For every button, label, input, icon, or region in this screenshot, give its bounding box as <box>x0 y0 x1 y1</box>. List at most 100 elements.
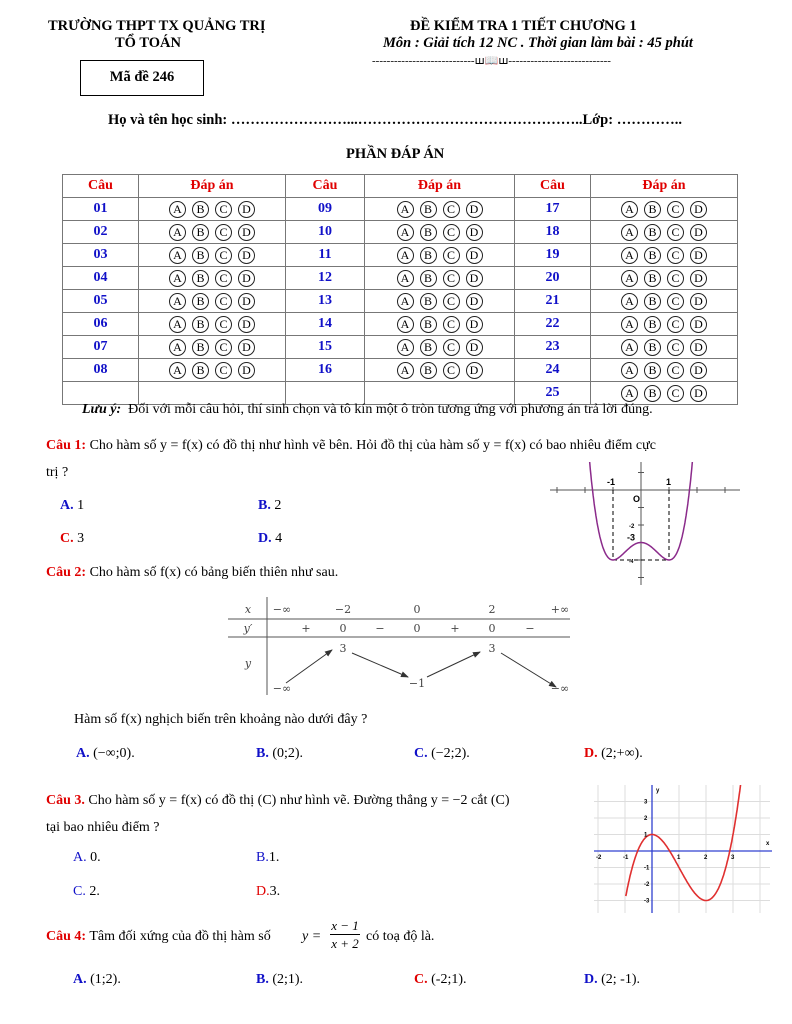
answer-bubble-d[interactable]: D <box>690 338 707 356</box>
q1-option-c[interactable]: C. 3 <box>60 531 85 546</box>
answer-bubble-b[interactable]: B <box>644 246 661 264</box>
answer-bubble-d[interactable]: D <box>690 384 707 402</box>
answer-bubble-a[interactable]: A <box>621 384 638 402</box>
answer-bubble-c[interactable]: C <box>667 223 684 241</box>
answer-bubble-a[interactable]: A <box>396 269 414 287</box>
answer-bubble-c[interactable]: C <box>215 246 232 264</box>
answer-bubble-c[interactable]: C <box>667 292 684 310</box>
answer-bubble-b[interactable]: B <box>419 223 437 241</box>
answer-bubble-d[interactable]: D <box>465 223 483 241</box>
q3-option-b[interactable]: B.1. <box>256 850 280 865</box>
answer-bubble-a[interactable]: A <box>396 200 414 218</box>
answer-bubble-b[interactable]: B <box>192 361 209 379</box>
answer-bubble-a[interactable]: A <box>169 246 186 264</box>
q1-option-a[interactable]: A. 1 <box>60 498 85 513</box>
answer-bubble-a[interactable]: A <box>169 292 186 310</box>
answer-bubble-a[interactable]: A <box>169 223 186 241</box>
q4-option-a[interactable]: A. (1;2). <box>73 972 121 987</box>
answer-bubble-b[interactable]: B <box>192 269 209 287</box>
answer-bubble-d[interactable]: D <box>690 246 707 264</box>
answer-bubble-b[interactable]: B <box>192 338 209 356</box>
answer-bubble-a[interactable]: A <box>621 223 638 241</box>
answer-bubble-b[interactable]: B <box>192 315 209 333</box>
answer-bubble-c[interactable]: C <box>667 269 684 287</box>
answer-bubble-a[interactable]: A <box>621 361 638 379</box>
answer-bubble-d[interactable]: D <box>465 315 483 333</box>
q3-option-a[interactable]: A. 0. <box>73 850 101 865</box>
answer-bubble-a[interactable]: A <box>396 292 414 310</box>
answer-bubble-c[interactable]: C <box>667 338 684 356</box>
answer-bubble-d[interactable]: D <box>238 315 255 333</box>
answer-bubble-c[interactable]: C <box>215 361 232 379</box>
answer-bubble-b[interactable]: B <box>419 338 437 356</box>
answer-bubble-b[interactable]: B <box>644 223 661 241</box>
answer-bubble-b[interactable]: B <box>644 200 661 218</box>
q4-option-c[interactable]: C. (-2;1). <box>414 972 467 987</box>
answer-bubble-b[interactable]: B <box>644 361 661 379</box>
q1-option-d[interactable]: D. 4 <box>258 531 283 546</box>
answer-bubble-d[interactable]: D <box>690 269 707 287</box>
answer-bubble-b[interactable]: B <box>192 246 209 264</box>
answer-bubble-c[interactable]: C <box>442 223 460 241</box>
answer-bubble-a[interactable]: A <box>169 269 186 287</box>
answer-bubble-d[interactable]: D <box>690 200 707 218</box>
answer-bubble-c[interactable]: C <box>215 200 232 218</box>
answer-bubble-c[interactable]: C <box>442 292 460 310</box>
answer-bubble-a[interactable]: A <box>621 292 638 310</box>
answer-bubble-d[interactable]: D <box>238 223 255 241</box>
answer-bubble-c[interactable]: C <box>215 315 232 333</box>
answer-bubble-c[interactable]: C <box>215 338 232 356</box>
answer-bubble-d[interactable]: D <box>465 338 483 356</box>
answer-bubble-c[interactable]: C <box>667 315 684 333</box>
answer-bubble-b[interactable]: B <box>192 200 209 218</box>
answer-bubble-a[interactable]: A <box>396 223 414 241</box>
answer-bubble-a[interactable]: A <box>169 315 186 333</box>
answer-bubble-c[interactable]: C <box>215 269 232 287</box>
answer-bubble-d[interactable]: D <box>465 269 483 287</box>
answer-bubble-d[interactable]: D <box>465 292 483 310</box>
answer-bubble-a[interactable]: A <box>169 361 186 379</box>
answer-bubble-b[interactable]: B <box>644 315 661 333</box>
answer-bubble-b[interactable]: B <box>419 292 437 310</box>
answer-bubble-c[interactable]: C <box>667 246 684 264</box>
answer-bubble-c[interactable]: C <box>442 200 460 218</box>
answer-bubble-b[interactable]: B <box>419 361 437 379</box>
answer-bubble-d[interactable]: D <box>238 361 255 379</box>
answer-bubble-c[interactable]: C <box>442 315 460 333</box>
answer-bubble-b[interactable]: B <box>419 315 437 333</box>
answer-bubble-c[interactable]: C <box>667 361 684 379</box>
answer-bubble-d[interactable]: D <box>465 361 483 379</box>
answer-bubble-a[interactable]: A <box>621 315 638 333</box>
answer-bubble-b[interactable]: B <box>644 292 661 310</box>
answer-bubble-a[interactable]: A <box>621 200 638 218</box>
answer-bubble-c[interactable]: C <box>215 292 232 310</box>
answer-bubble-d[interactable]: D <box>690 315 707 333</box>
answer-bubble-a[interactable]: A <box>621 338 638 356</box>
answer-bubble-a[interactable]: A <box>396 338 414 356</box>
answer-bubble-d[interactable]: D <box>238 246 255 264</box>
q2-option-c[interactable]: C. (−2;2). <box>414 746 470 761</box>
answer-bubble-c[interactable]: C <box>667 200 684 218</box>
answer-bubble-a[interactable]: A <box>396 361 414 379</box>
answer-bubble-d[interactable]: D <box>465 246 483 264</box>
answer-bubble-b[interactable]: B <box>192 292 209 310</box>
answer-bubble-b[interactable]: B <box>644 338 661 356</box>
answer-bubble-b[interactable]: B <box>644 269 661 287</box>
q3-option-d[interactable]: D.3. <box>256 884 281 899</box>
answer-bubble-c[interactable]: C <box>442 269 460 287</box>
answer-bubble-b[interactable]: B <box>419 246 437 264</box>
answer-bubble-d[interactable]: D <box>465 200 483 218</box>
answer-bubble-c[interactable]: C <box>442 338 460 356</box>
answer-bubble-d[interactable]: D <box>238 269 255 287</box>
q2-option-a[interactable]: A. (−∞;0). <box>76 746 135 761</box>
answer-bubble-c[interactable]: C <box>215 223 232 241</box>
answer-bubble-a[interactable]: A <box>396 246 414 264</box>
answer-bubble-a[interactable]: A <box>169 200 186 218</box>
q1-option-b[interactable]: B. 2 <box>258 498 282 513</box>
answer-bubble-c[interactable]: C <box>442 246 460 264</box>
answer-bubble-d[interactable]: D <box>690 292 707 310</box>
q4-option-b[interactable]: B. (2;1). <box>256 972 304 987</box>
answer-bubble-a[interactable]: A <box>621 269 638 287</box>
answer-bubble-d[interactable]: D <box>238 338 255 356</box>
answer-bubble-b[interactable]: B <box>419 200 437 218</box>
